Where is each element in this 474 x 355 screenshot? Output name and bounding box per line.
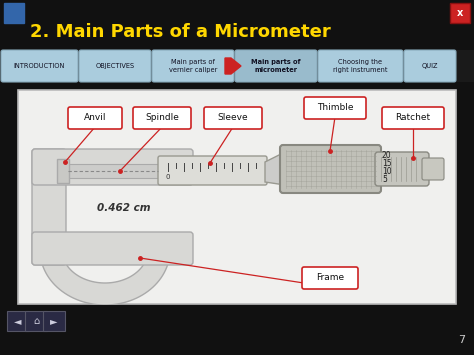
Text: OBJECTIVES: OBJECTIVES — [95, 63, 135, 69]
Text: Anvil: Anvil — [84, 114, 106, 122]
FancyBboxPatch shape — [133, 107, 191, 129]
FancyBboxPatch shape — [304, 97, 366, 119]
Text: ⌂: ⌂ — [33, 316, 39, 326]
Text: 20: 20 — [382, 151, 392, 159]
Bar — [0, 50, 474, 82]
Text: Sleeve: Sleeve — [218, 114, 248, 122]
Text: 0: 0 — [166, 174, 170, 180]
FancyBboxPatch shape — [1, 50, 78, 82]
Text: INTRODUCTION: INTRODUCTION — [14, 63, 65, 69]
Text: 2. Main Parts of a Micrometer: 2. Main Parts of a Micrometer — [30, 23, 331, 41]
Text: 5: 5 — [382, 175, 387, 184]
FancyBboxPatch shape — [7, 311, 29, 331]
FancyBboxPatch shape — [152, 50, 234, 82]
Text: Main parts of
micrometer: Main parts of micrometer — [251, 59, 301, 73]
FancyBboxPatch shape — [382, 107, 444, 129]
Text: 15: 15 — [382, 158, 392, 168]
FancyBboxPatch shape — [32, 232, 193, 265]
FancyBboxPatch shape — [235, 50, 317, 82]
FancyBboxPatch shape — [302, 267, 358, 289]
FancyBboxPatch shape — [32, 149, 66, 265]
Text: 0.462 cm: 0.462 cm — [97, 203, 151, 213]
FancyBboxPatch shape — [4, 3, 24, 23]
Text: Ratchet: Ratchet — [395, 114, 430, 122]
FancyBboxPatch shape — [43, 311, 65, 331]
Text: 10: 10 — [382, 166, 392, 175]
FancyBboxPatch shape — [67, 164, 159, 178]
FancyBboxPatch shape — [280, 145, 381, 193]
FancyArrow shape — [225, 58, 241, 74]
FancyBboxPatch shape — [25, 311, 47, 331]
FancyBboxPatch shape — [318, 50, 403, 82]
FancyBboxPatch shape — [68, 107, 122, 129]
Text: Main parts of
vernier caliper: Main parts of vernier caliper — [169, 59, 217, 73]
Text: Spindle: Spindle — [145, 114, 179, 122]
FancyBboxPatch shape — [79, 50, 151, 82]
FancyBboxPatch shape — [18, 90, 456, 304]
FancyBboxPatch shape — [158, 156, 267, 185]
Text: ◄: ◄ — [14, 316, 22, 326]
Polygon shape — [265, 152, 285, 185]
Polygon shape — [40, 250, 170, 305]
FancyBboxPatch shape — [375, 152, 429, 186]
FancyBboxPatch shape — [32, 149, 193, 185]
Text: Choosing the
right instrument: Choosing the right instrument — [333, 59, 388, 73]
FancyBboxPatch shape — [422, 158, 444, 180]
Bar — [0, 305, 474, 355]
Text: x: x — [457, 8, 463, 18]
FancyBboxPatch shape — [57, 159, 69, 183]
Text: Thimble: Thimble — [317, 104, 353, 113]
Text: QUIZ: QUIZ — [422, 63, 438, 69]
Text: Frame: Frame — [316, 273, 344, 283]
FancyBboxPatch shape — [450, 3, 470, 23]
FancyBboxPatch shape — [404, 50, 456, 82]
Text: 7: 7 — [458, 335, 465, 345]
FancyBboxPatch shape — [204, 107, 262, 129]
Text: ►: ► — [50, 316, 58, 326]
